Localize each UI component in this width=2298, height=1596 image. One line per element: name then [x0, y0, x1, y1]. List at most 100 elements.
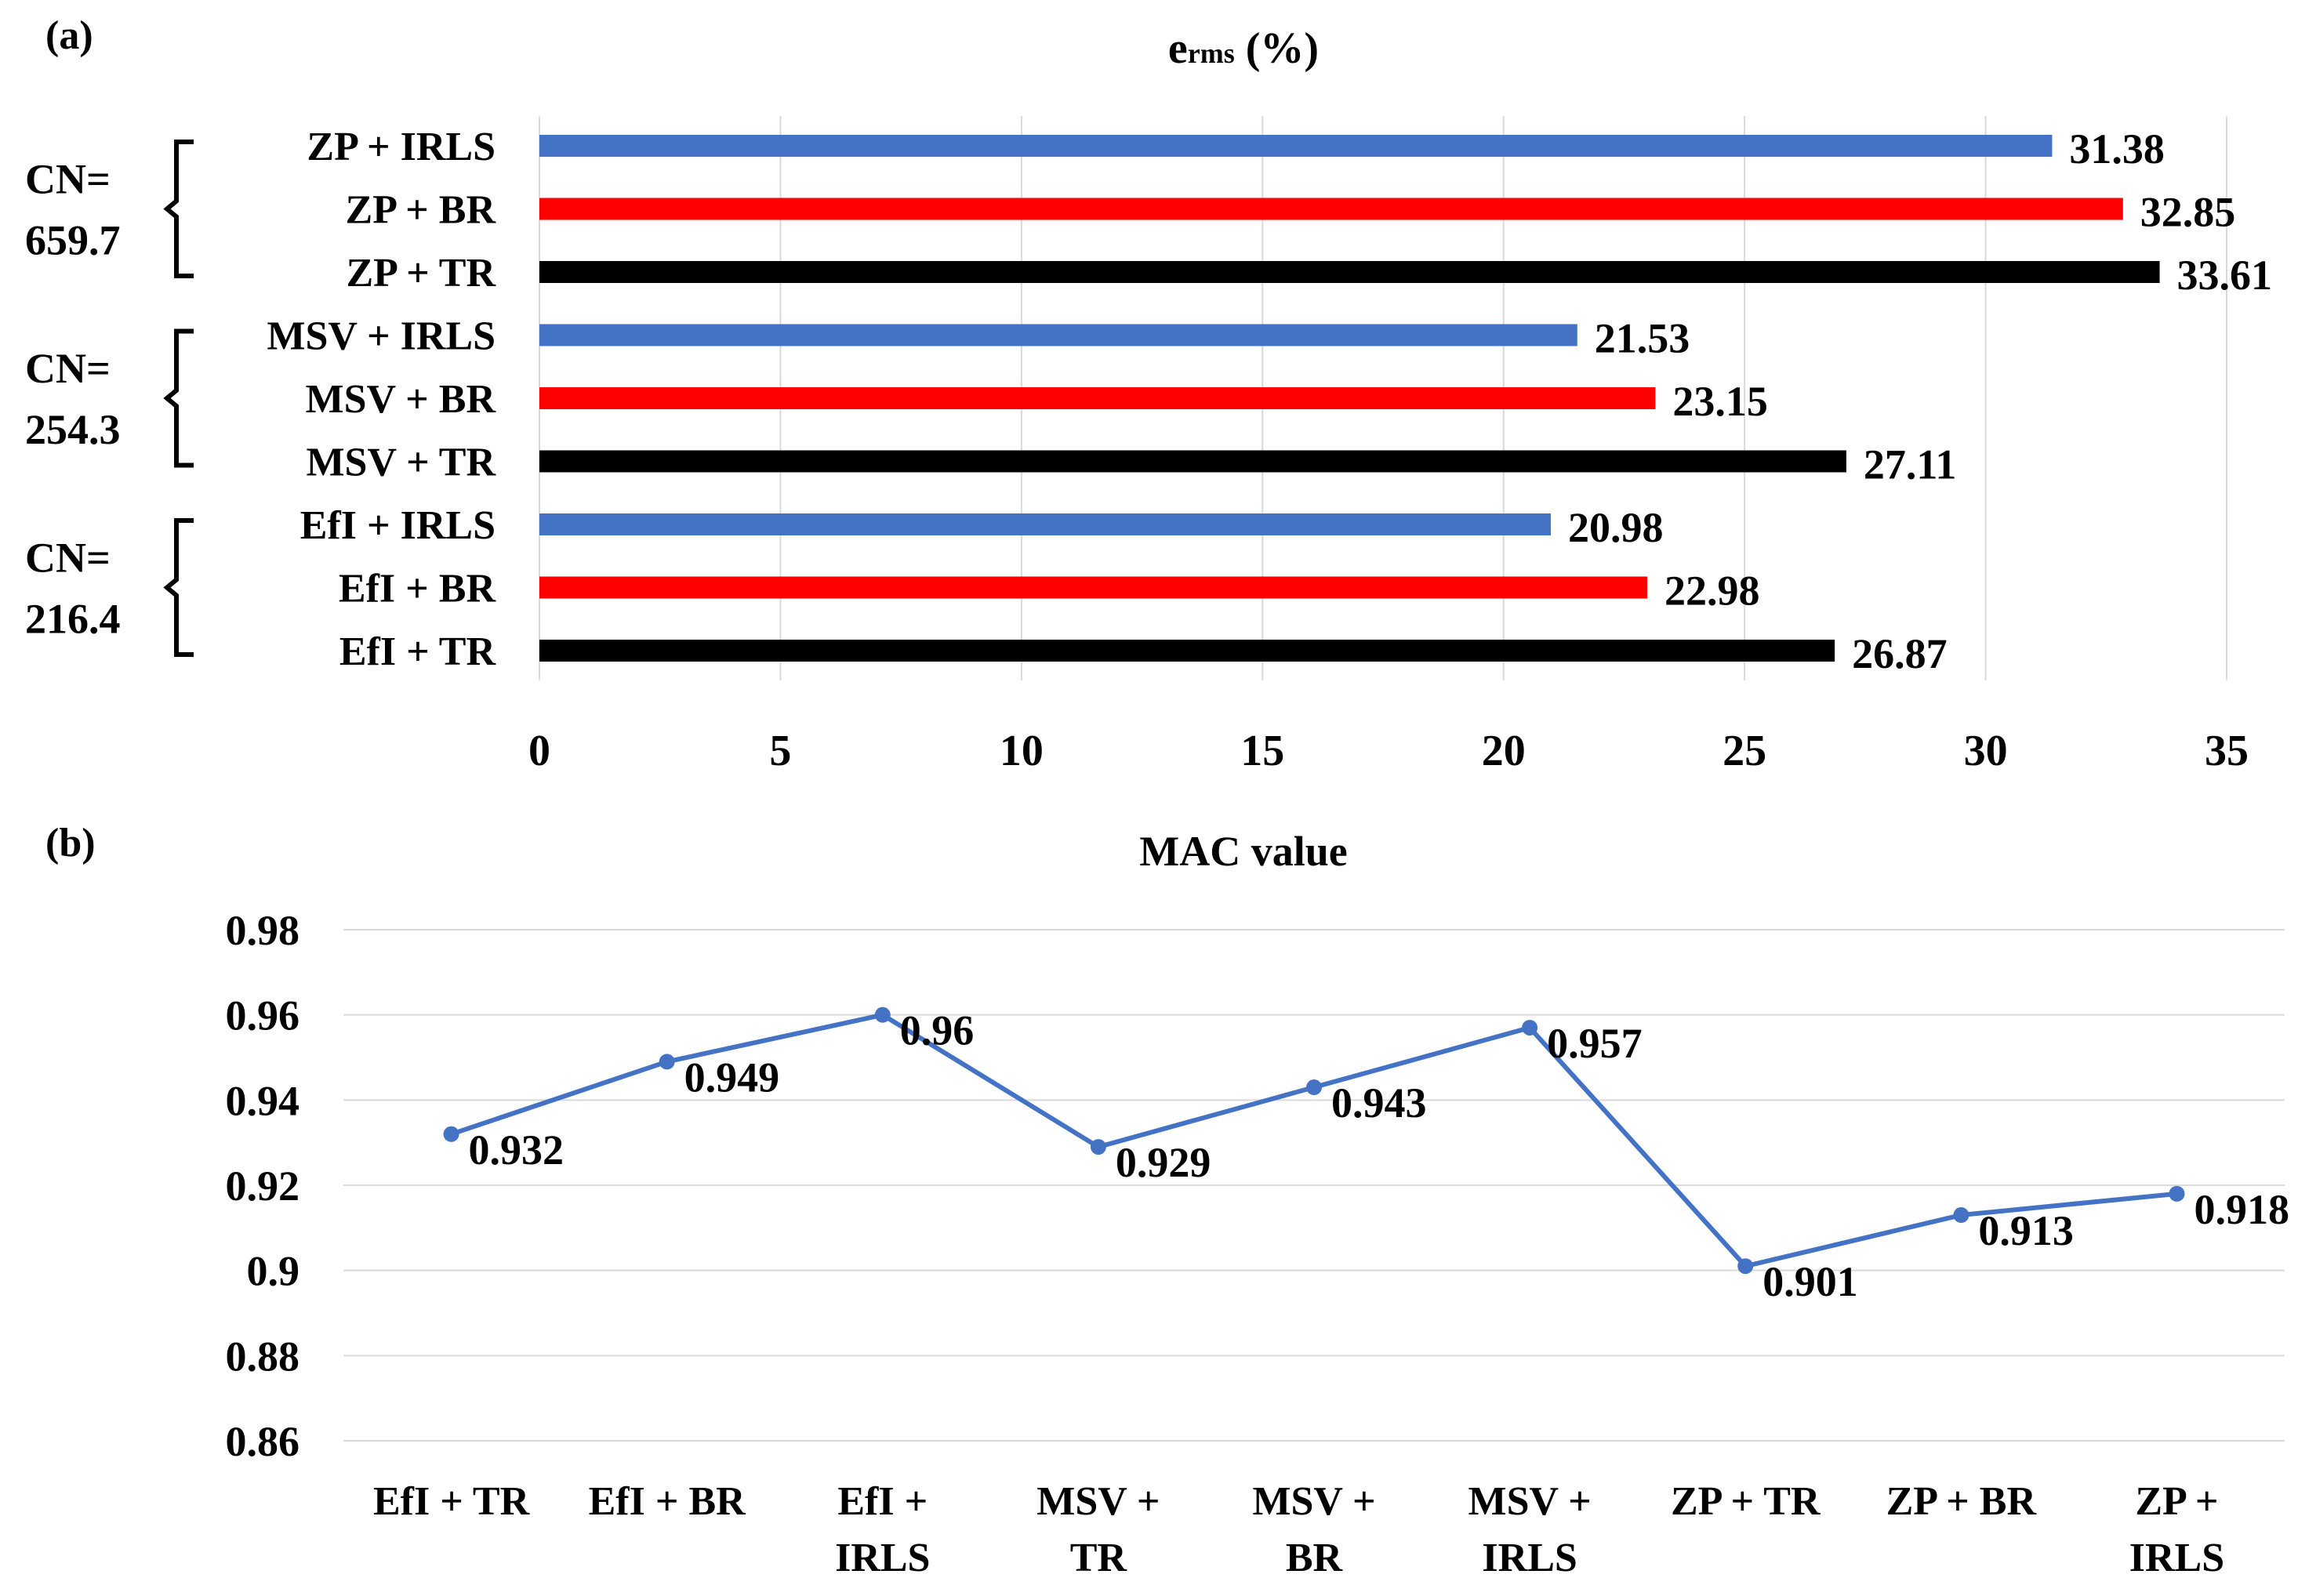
- panel-b-title: MAC value: [1139, 828, 1347, 875]
- panel-b-data-point: [1306, 1079, 1322, 1096]
- panel-b-data-point: [874, 1007, 891, 1023]
- panel-a-bars: [539, 135, 2160, 662]
- panel-a-bar-chart: (a) erms (%) ZP + IRLS ZP + BR ZP + TR MSV …: [25, 13, 2272, 775]
- panel-a-category-label: EfI + BR: [339, 567, 497, 611]
- panel-a-x-tick-label: 30: [1964, 727, 2008, 775]
- panel-b-y-tick-label: 0.94: [226, 1077, 300, 1124]
- panel-a-value-label: 22.98: [1665, 568, 1760, 615]
- panel-b-category-label-line: EfI + BR: [589, 1479, 747, 1524]
- panel-a-group-bracket: [163, 518, 194, 657]
- panel-a-value-label: 27.11: [1864, 441, 1957, 488]
- panel-b-category-label-line: IRLS: [835, 1536, 930, 1580]
- panel-b-category-label-line: BR: [1286, 1536, 1344, 1580]
- panel-b-y-tick-label: 0.92: [226, 1163, 300, 1210]
- panel-b-category-label-line: ZP + TR: [1671, 1479, 1821, 1524]
- panel-b-category-label-line: IRLS: [2129, 1536, 2224, 1580]
- panel-a-value-label: 31.38: [2069, 125, 2165, 172]
- panel-a-group-label: CN=: [25, 535, 111, 582]
- panel-b-value-label: 0.932: [469, 1126, 565, 1173]
- panel-a-title: erms (%): [1168, 24, 1319, 73]
- panel-a-label: (a): [45, 13, 93, 58]
- panel-a-group-bracket: [163, 328, 194, 468]
- panel-a-x-tick-labels: 0 5 10 15 20 25 30 35: [528, 727, 2249, 775]
- panel-b-data-point: [659, 1054, 675, 1070]
- panel-a-x-tick-label: 25: [1723, 727, 1766, 775]
- panel-b-y-tick-label: 0.96: [226, 992, 300, 1039]
- panel-b-value-label: 0.943: [1331, 1079, 1427, 1126]
- panel-b-y-tick-label: 0.9: [247, 1248, 300, 1295]
- panel-a-x-tick-label: 10: [1000, 727, 1044, 775]
- panel-b-y-tick-label: 0.86: [226, 1418, 300, 1465]
- panel-b-series: [443, 1007, 2185, 1275]
- panel-b-value-label: 0.957: [1547, 1020, 1643, 1067]
- panel-b-data-point: [1090, 1139, 1106, 1155]
- panel-a-bar: [539, 640, 1835, 662]
- panel-a-bar: [539, 261, 2160, 283]
- panel-a-bar: [539, 198, 2123, 220]
- panel-b-y-tick-label: 0.88: [226, 1333, 300, 1380]
- panel-b-gridlines: [343, 929, 2285, 1442]
- panel-a-group-value: 659.7: [25, 217, 121, 264]
- panel-b-value-label: 0.949: [684, 1054, 780, 1101]
- panel-a-category-label: ZP + IRLS: [307, 125, 496, 169]
- panel-b-data-point: [1737, 1258, 1754, 1275]
- panel-b-category-label: EfI + BR: [589, 1479, 747, 1524]
- panel-a-value-label: 33.61: [2177, 252, 2273, 299]
- panel-a-value-label: 23.15: [1672, 378, 1768, 425]
- panel-a-x-tick-label: 0: [528, 727, 550, 775]
- panel-b-category-label-line: MSV +: [1252, 1479, 1375, 1524]
- panel-b-category-label-line: MSV +: [1468, 1479, 1591, 1524]
- panel-b-category-label-line: TR: [1070, 1536, 1128, 1580]
- panel-b-category-label-line: EfI + TR: [373, 1479, 531, 1524]
- panel-b-category-label-line: ZP +: [2135, 1479, 2218, 1524]
- panel-a-title-suffix: (%): [1235, 24, 1319, 73]
- panel-b-y-tick-labels: 0.98 0.96 0.94 0.92 0.9 0.88 0.86: [226, 907, 300, 1465]
- panel-b-category-label: MSV + TR: [1036, 1479, 1160, 1580]
- panel-a-bar: [539, 135, 2053, 157]
- panel-b-category-label: EfI + IRLS: [835, 1479, 930, 1580]
- panel-b-category-label: EfI + TR: [373, 1479, 531, 1524]
- panel-a-bar: [539, 576, 1647, 599]
- panel-b-data-point: [1522, 1019, 1538, 1036]
- panel-b-value-label: 0.918: [2194, 1186, 2289, 1233]
- panel-a-category-label: EfI + TR: [339, 629, 497, 674]
- panel-b-category-label: ZP + TR: [1671, 1479, 1821, 1524]
- panel-b-value-labels: 0.932 0.949 0.96 0.929 0.943 0.957 0.901 0.913 0…: [469, 1007, 2289, 1306]
- panel-b-category-label-line: ZP + BR: [1886, 1479, 2038, 1524]
- panel-b-category-label: MSV + BR: [1252, 1479, 1375, 1580]
- panel-b-value-label: 0.929: [1116, 1139, 1211, 1186]
- panel-a-category-labels: ZP + IRLS ZP + BR ZP + TR MSV + IRLS MSV + B…: [267, 125, 496, 674]
- panel-b-value-label: 0.96: [900, 1007, 975, 1054]
- panel-a-title-subscript: rms: [1188, 38, 1235, 69]
- panel-a-value-label: 21.53: [1595, 315, 1690, 362]
- panel-a-category-label: ZP + TR: [346, 251, 496, 296]
- panel-a-x-tick-label: 35: [2205, 727, 2249, 775]
- panel-b-value-label: 0.913: [1978, 1207, 2074, 1254]
- panel-a-group-label: CN=: [25, 156, 111, 203]
- panel-b-category-label-line: EfI +: [837, 1479, 928, 1524]
- panel-b-label: (b): [45, 821, 96, 865]
- panel-a-bar: [539, 513, 1551, 535]
- panel-b-line-chart: (b) MAC value 0.98 0.96 0.94 0.92 0.9 0.88 0.8…: [45, 821, 2289, 1580]
- panel-b-category-label-line: IRLS: [1482, 1536, 1577, 1580]
- panel-a-cn-groups: CN= 659.7 CN= 254.3 CN= 216.4: [25, 140, 194, 657]
- panel-a-category-label: MSV + BR: [306, 377, 497, 422]
- panel-a-x-tick-label: 5: [769, 727, 791, 775]
- panel-a-group-label: CN=: [25, 345, 111, 392]
- panel-a-x-tick-label: 15: [1240, 727, 1284, 775]
- panel-b-category-label: ZP + BR: [1886, 1479, 2038, 1524]
- panel-a-category-label: MSV + TR: [306, 441, 496, 485]
- panel-b-series-line: [450, 1012, 2177, 1269]
- panel-a-category-label: MSV + IRLS: [267, 314, 496, 359]
- panel-a-category-label: EfI + IRLS: [300, 503, 496, 548]
- panel-a-group-bracket: [163, 140, 194, 278]
- panel-b-category-label-line: MSV +: [1036, 1479, 1160, 1524]
- panel-a-category-label: ZP + BR: [346, 188, 497, 233]
- panel-a-group-value: 254.3: [25, 406, 121, 453]
- panel-b-data-point: [1953, 1207, 1969, 1224]
- panel-a-x-tick-label: 20: [1482, 727, 1526, 775]
- panel-a-bar: [539, 387, 1656, 409]
- panel-a-bar: [539, 324, 1577, 346]
- panel-b-data-point: [2169, 1185, 2185, 1202]
